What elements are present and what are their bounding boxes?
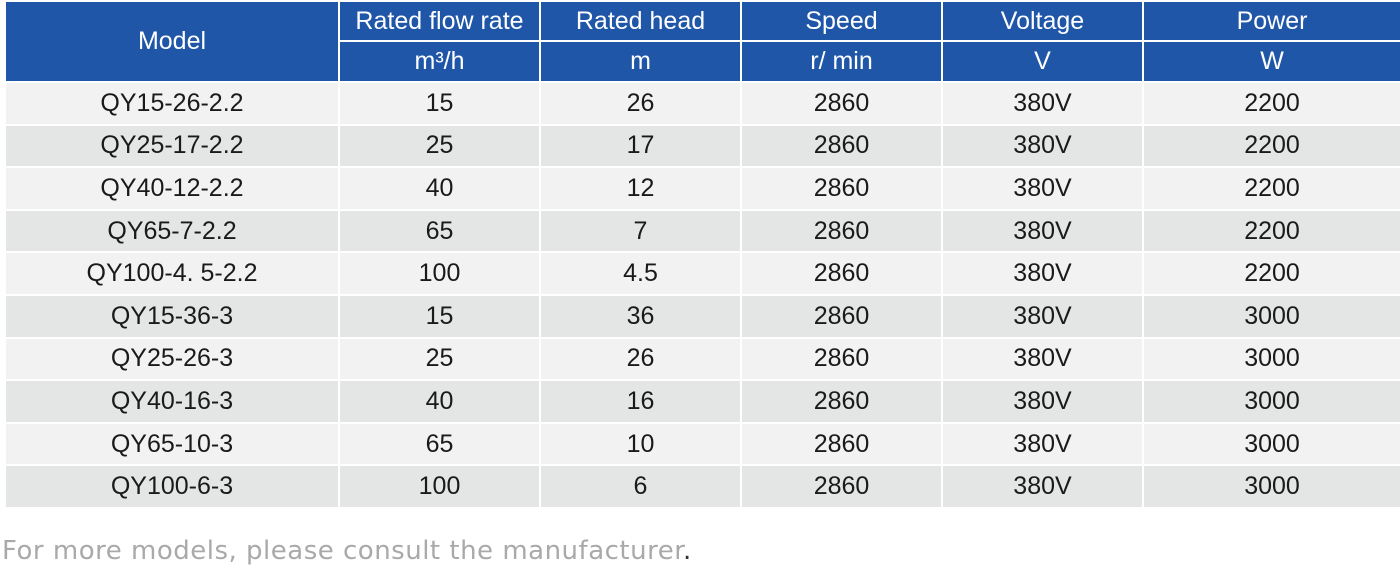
flow-rate-cell: 15 bbox=[340, 83, 539, 124]
model-header: Model bbox=[6, 2, 338, 81]
power-cell: 3000 bbox=[1144, 338, 1400, 380]
head-cell: 26 bbox=[541, 338, 740, 380]
header-title-row: Model Rated flow rate Rated head Speed V… bbox=[6, 2, 1400, 81]
voltage-cell: 380V bbox=[943, 168, 1142, 209]
speed-unit: r/ min bbox=[742, 42, 941, 81]
voltage-cell: 380V bbox=[943, 381, 1142, 422]
power-cell: 3000 bbox=[1144, 466, 1400, 507]
speed-cell: 2860 bbox=[742, 253, 941, 294]
power-cell: 2200 bbox=[1144, 210, 1400, 252]
flow-rate-cell: 100 bbox=[340, 466, 539, 507]
table-row: QY25-17-2.2 25 17 2860 380V 2200 bbox=[6, 125, 1400, 167]
model-cell: QY65-7-2.2 bbox=[6, 210, 338, 252]
power-cell: 2200 bbox=[1144, 125, 1400, 167]
specification-table: Model Rated flow rate Rated head Speed V… bbox=[4, 0, 1400, 509]
head-cell: 12 bbox=[541, 168, 740, 209]
table-row: QY15-36-3 15 36 2860 380V 3000 bbox=[6, 295, 1400, 337]
table-row: QY100-6-3 100 6 2860 380V 3000 bbox=[6, 466, 1400, 507]
head-cell: 36 bbox=[541, 295, 740, 337]
head-cell: 4.5 bbox=[541, 253, 740, 294]
table-row: QY40-16-3 40 16 2860 380V 3000 bbox=[6, 381, 1400, 422]
table-row: QY25-26-3 25 26 2860 380V 3000 bbox=[6, 338, 1400, 380]
flow-rate-cell: 40 bbox=[340, 168, 539, 209]
power-unit: W bbox=[1144, 42, 1400, 81]
flow-rate-cell: 65 bbox=[340, 423, 539, 465]
power-cell: 2200 bbox=[1144, 168, 1400, 209]
voltage-cell: 380V bbox=[943, 83, 1142, 124]
flow-rate-cell: 40 bbox=[340, 381, 539, 422]
voltage-unit: V bbox=[943, 42, 1142, 81]
head-header: Rated head bbox=[541, 2, 740, 40]
speed-cell: 2860 bbox=[742, 381, 941, 422]
power-cell: 3000 bbox=[1144, 381, 1400, 422]
power-cell: 3000 bbox=[1144, 423, 1400, 465]
table-header: Model Rated flow rate Rated head Speed V… bbox=[6, 2, 1400, 81]
model-cell: QY25-26-3 bbox=[6, 338, 338, 380]
table-row: QY15-26-2.2 15 26 2860 380V 2200 bbox=[6, 83, 1400, 124]
model-cell: QY100-4. 5-2.2 bbox=[6, 253, 338, 294]
speed-cell: 2860 bbox=[742, 125, 941, 167]
model-cell: QY40-12-2.2 bbox=[6, 168, 338, 209]
voltage-cell: 380V bbox=[943, 253, 1142, 294]
speed-cell: 2860 bbox=[742, 83, 941, 124]
head-cell: 6 bbox=[541, 466, 740, 507]
flow-rate-unit: m³/h bbox=[340, 42, 539, 81]
footnote: For more models, please consult the manu… bbox=[2, 536, 692, 566]
flow-rate-cell: 100 bbox=[340, 253, 539, 294]
power-cell: 2200 bbox=[1144, 83, 1400, 124]
model-cell: QY15-26-2.2 bbox=[6, 83, 338, 124]
model-cell: QY100-6-3 bbox=[6, 466, 338, 507]
speed-cell: 2860 bbox=[742, 466, 941, 507]
speed-header: Speed bbox=[742, 2, 941, 40]
table-row: QY65-7-2.2 65 7 2860 380V 2200 bbox=[6, 210, 1400, 252]
speed-cell: 2860 bbox=[742, 210, 941, 252]
head-cell: 26 bbox=[541, 83, 740, 124]
voltage-cell: 380V bbox=[943, 423, 1142, 465]
flow-rate-cell: 65 bbox=[340, 210, 539, 252]
footnote-text: For more models, please consult the manu… bbox=[2, 536, 684, 566]
head-cell: 7 bbox=[541, 210, 740, 252]
head-unit: m bbox=[541, 42, 740, 81]
flow-rate-header: Rated flow rate bbox=[340, 2, 539, 40]
voltage-cell: 380V bbox=[943, 125, 1142, 167]
speed-cell: 2860 bbox=[742, 338, 941, 380]
flow-rate-cell: 25 bbox=[340, 125, 539, 167]
voltage-cell: 380V bbox=[943, 466, 1142, 507]
power-cell: 3000 bbox=[1144, 295, 1400, 337]
voltage-cell: 380V bbox=[943, 338, 1142, 380]
model-cell: QY40-16-3 bbox=[6, 381, 338, 422]
flow-rate-cell: 15 bbox=[340, 295, 539, 337]
table-body: QY15-26-2.2 15 26 2860 380V 2200 QY25-17-2.2 25… bbox=[6, 83, 1400, 507]
model-cell: QY15-36-3 bbox=[6, 295, 338, 337]
table-row: QY40-12-2.2 40 12 2860 380V 2200 bbox=[6, 168, 1400, 209]
speed-cell: 2860 bbox=[742, 168, 941, 209]
flow-rate-cell: 25 bbox=[340, 338, 539, 380]
voltage-header: Voltage bbox=[943, 2, 1142, 40]
table-row: QY100-4. 5-2.2 100 4.5 2860 380V 2200 bbox=[6, 253, 1400, 294]
head-cell: 16 bbox=[541, 381, 740, 422]
header-unit-row: m³/h m r/ min V W bbox=[6, 42, 1400, 81]
model-cell: QY25-17-2.2 bbox=[6, 125, 338, 167]
footnote-period: . bbox=[683, 536, 692, 566]
power-header: Power bbox=[1144, 2, 1400, 40]
voltage-cell: 380V bbox=[943, 210, 1142, 252]
power-cell: 2200 bbox=[1144, 253, 1400, 294]
model-cell: QY65-10-3 bbox=[6, 423, 338, 465]
voltage-cell: 380V bbox=[943, 295, 1142, 337]
head-cell: 10 bbox=[541, 423, 740, 465]
table-row: QY65-10-3 65 10 2860 380V 3000 bbox=[6, 423, 1400, 465]
speed-cell: 2860 bbox=[742, 423, 941, 465]
head-cell: 17 bbox=[541, 125, 740, 167]
speed-cell: 2860 bbox=[742, 295, 941, 337]
